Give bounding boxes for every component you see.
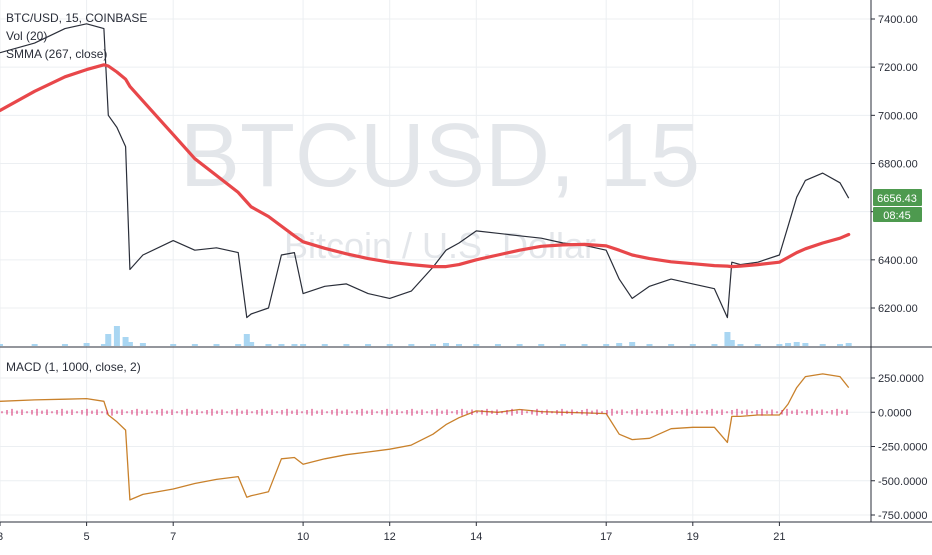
current-price-tag: 6656.43 08:45 (873, 189, 922, 222)
volume-bar (0, 344, 3, 346)
volume-bar (711, 344, 718, 346)
volume-bar (113, 326, 120, 346)
macd-tick-label: -500.0000 (878, 476, 928, 488)
volume-bar (754, 344, 761, 346)
volume-bar (213, 344, 220, 346)
macd-series (0, 373, 850, 501)
time-tick-label: 17 (600, 531, 612, 543)
volume-bar (689, 344, 696, 346)
volume-bar (724, 332, 731, 346)
volume-bar (235, 344, 242, 346)
volume-indicator-label[interactable]: Vol (20) (6, 29, 47, 43)
volume-bar (603, 344, 610, 346)
volume-bar (776, 344, 783, 346)
volume-bar (248, 342, 255, 346)
volume-bar (126, 342, 133, 346)
price-tick-label: 7200.00 (878, 62, 918, 74)
volume-bar (365, 344, 372, 346)
macd-tick-label: 250.0000 (878, 373, 924, 385)
watermark-symbol: BTCUSD, 15 (180, 106, 700, 206)
volume-bar (343, 344, 350, 346)
volume-bar (100, 344, 107, 346)
volume-bar (837, 344, 844, 346)
volume-bar (386, 344, 393, 346)
price-tick-label: 7000.00 (878, 110, 918, 122)
volume-bar (170, 344, 177, 346)
volume-bar (581, 344, 588, 346)
time-tick-label: 14 (470, 531, 482, 543)
volume-bar (243, 334, 250, 346)
macd-tick-label: -750.0000 (878, 510, 928, 522)
macd-indicator-label[interactable]: MACD (1, 1000, close, 2) (6, 360, 141, 374)
volume-bar (629, 342, 636, 346)
volume-bar (616, 343, 623, 346)
volume-bar (646, 344, 653, 346)
macd-tick-label: 0.0000 (878, 407, 912, 419)
volume-bar (494, 344, 501, 346)
price-series (0, 23, 851, 319)
volume-bar (31, 344, 38, 346)
macd-line (0, 373, 850, 501)
grid-lines (0, 0, 871, 521)
volume-bar (122, 337, 129, 346)
current-price-label: 6656.43 (877, 193, 917, 205)
time-tick-label: 10 (297, 531, 309, 543)
volume-bar (191, 344, 198, 346)
price-tick-label: 6400.00 (878, 255, 918, 267)
smma-indicator-label[interactable]: SMMA (267, close) (6, 47, 107, 61)
time-tick-label: 19 (687, 531, 699, 543)
volume-bar (455, 344, 462, 346)
volume-bar (105, 334, 112, 346)
volume-bar (793, 342, 800, 346)
price-line (0, 23, 850, 319)
volume-bar (728, 340, 735, 346)
volume-bar (291, 344, 298, 346)
price-tick-label: 7400.00 (878, 14, 918, 26)
volume-bar (737, 344, 744, 346)
volume-bar (321, 344, 328, 346)
volume-bar (83, 343, 90, 346)
time-tick-label: 21 (773, 531, 785, 543)
volume-bar (516, 344, 523, 346)
volume-bar (408, 344, 415, 346)
time-tick-label: 3 (0, 531, 3, 543)
volume-bar (538, 344, 545, 346)
time-tick-label: 12 (384, 531, 396, 543)
symbol-title[interactable]: BTC/USD, 15, COINBASE (6, 11, 147, 25)
volume-bar (802, 343, 809, 346)
volume-bar (61, 344, 68, 346)
macd-signal-ticks (1, 408, 848, 416)
volume-bar (139, 343, 146, 346)
volume-bar (278, 344, 285, 346)
macd-tick-label: -250.0000 (878, 442, 928, 454)
bar-countdown-label: 08:45 (883, 210, 911, 222)
volume-bar (442, 343, 449, 346)
volume-bar (819, 344, 826, 346)
volume-bar (845, 343, 852, 346)
smma-line (0, 63, 851, 269)
volume-bar (668, 344, 675, 346)
time-tick-label: 5 (84, 531, 90, 543)
volume-bar (473, 344, 480, 346)
volume-bar (430, 344, 436, 346)
volume-bar (265, 344, 272, 346)
volume-bar (559, 344, 566, 346)
time-axis[interactable]: 3 5 7 10 12 14 17 19 21 (0, 522, 786, 543)
macd-axis[interactable]: 250.0000 0.0000 -250.0000 -500.0000 -750.000… (871, 373, 928, 522)
price-tick-label: 6200.00 (878, 303, 918, 315)
volume-bar (300, 344, 307, 346)
volume-bars (0, 326, 852, 346)
volume-bar (785, 343, 792, 346)
time-tick-label: 7 (170, 531, 176, 543)
price-tick-label: 6800.00 (878, 159, 918, 171)
